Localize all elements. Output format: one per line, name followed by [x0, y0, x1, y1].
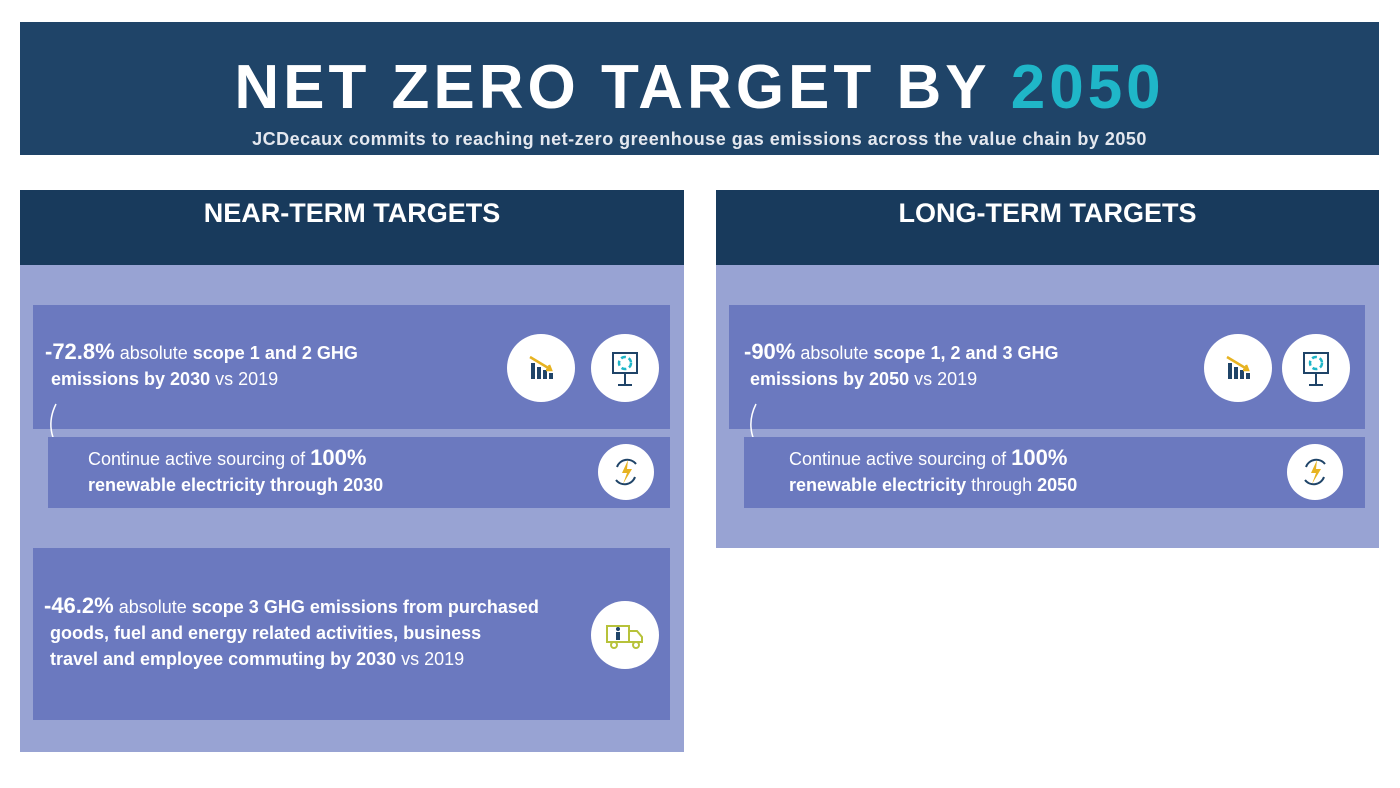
long-term-target-1-text: -90% absolute scope 1, 2 and 3 GHG emiss…: [744, 339, 1059, 389]
bar-chart-decline-icon: [510, 337, 572, 399]
header-banner: NET ZERO TARGET BY 2050 JCDecaux commits…: [20, 22, 1379, 155]
long-term-header: LONG-TERM TARGETS 2050: [716, 190, 1379, 449]
near-term-target-3-text: -46.2% absolute scope 3 GHG emissions fr…: [44, 593, 539, 669]
bar-chart-decline-icon: [1207, 337, 1269, 399]
near-term-target-1-text: -72.8% absolute scope 1 and 2 GHG emissi…: [45, 339, 358, 389]
long-term-target-2: Continue active sourcing of 100% renewab…: [744, 437, 1365, 508]
near-term-target-2: Continue active sourcing of 100% renewab…: [48, 437, 670, 508]
renewable-energy-icon: [601, 447, 651, 497]
near-term-target-1: -72.8% absolute scope 1 and 2 GHG emissi…: [33, 305, 670, 429]
delivery-truck-icon: [594, 604, 656, 666]
near-term-title: NEAR-TERM TARGETS: [203, 198, 501, 228]
near-term-target-3: -46.2% absolute scope 3 GHG emissions fr…: [33, 548, 670, 720]
near-term-target-2-text: Continue active sourcing of 100% renewab…: [88, 445, 384, 495]
long-term-target-1: -90% absolute scope 1, 2 and 3 GHG emiss…: [729, 305, 1365, 429]
long-term-target-2-text: Continue active sourcing of 100% renewab…: [789, 445, 1078, 495]
page-subtitle: JCDecaux commits to reaching net-zero gr…: [252, 129, 1147, 149]
presentation-board-icon: [1285, 337, 1347, 399]
long-term-title: LONG-TERM TARGETS: [898, 198, 1197, 228]
title-year: 2050: [1010, 53, 1165, 122]
presentation-board-icon: [594, 337, 656, 399]
renewable-energy-icon: [1290, 447, 1340, 497]
page-title: NET ZERO TARGET BY 2050: [234, 53, 1165, 122]
near-term-header: NEAR-TERM TARGETS 2030: [20, 190, 684, 449]
